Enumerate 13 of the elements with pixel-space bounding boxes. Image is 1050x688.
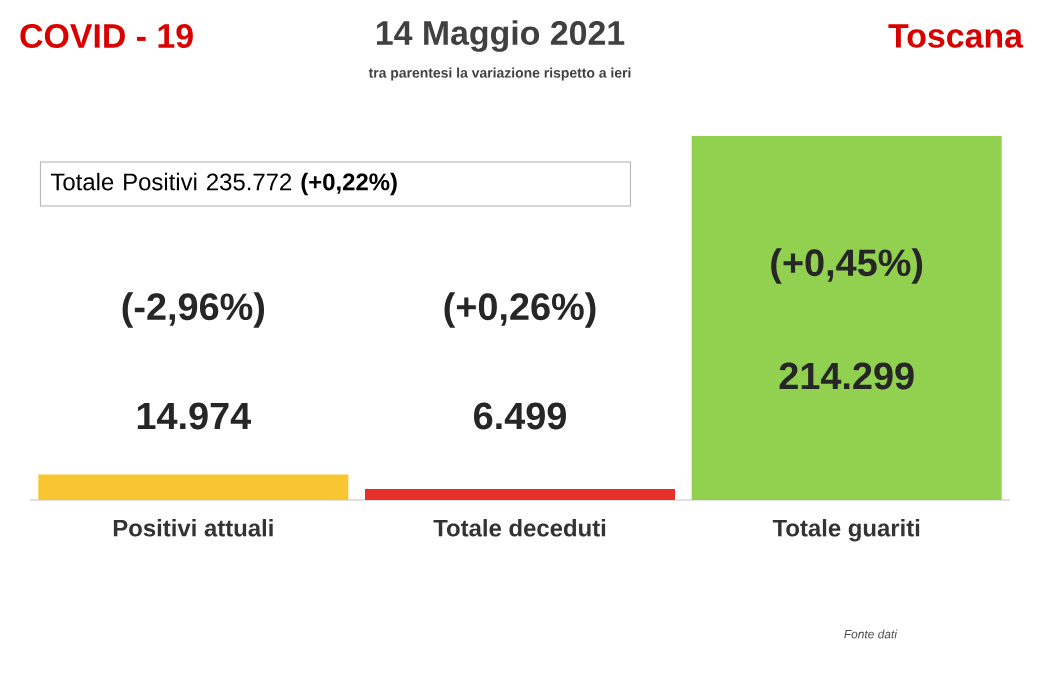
data-label: 14.974 <box>137 402 252 430</box>
text: Toscana <box>888 24 1024 48</box>
data-label: 6.499 <box>474 402 566 430</box>
x-tick-label: Positivi attuali <box>113 519 273 537</box>
annotation: Totale Positivi 235.772 (+0,22%) <box>50 172 397 196</box>
chart-title: 14 Maggio 2021 <box>376 20 625 52</box>
data-label: 214.299 <box>779 362 914 390</box>
annotation: (-2,96%) <box>122 292 265 328</box>
annotation: (+0,45%) <box>771 248 923 284</box>
annotation: (+0,26%) <box>444 292 596 328</box>
x-tick-label: Totale guariti <box>772 519 920 542</box>
text: COVID - 19 <box>20 24 193 48</box>
x-tick-label: Totale deceduti <box>433 519 606 537</box>
